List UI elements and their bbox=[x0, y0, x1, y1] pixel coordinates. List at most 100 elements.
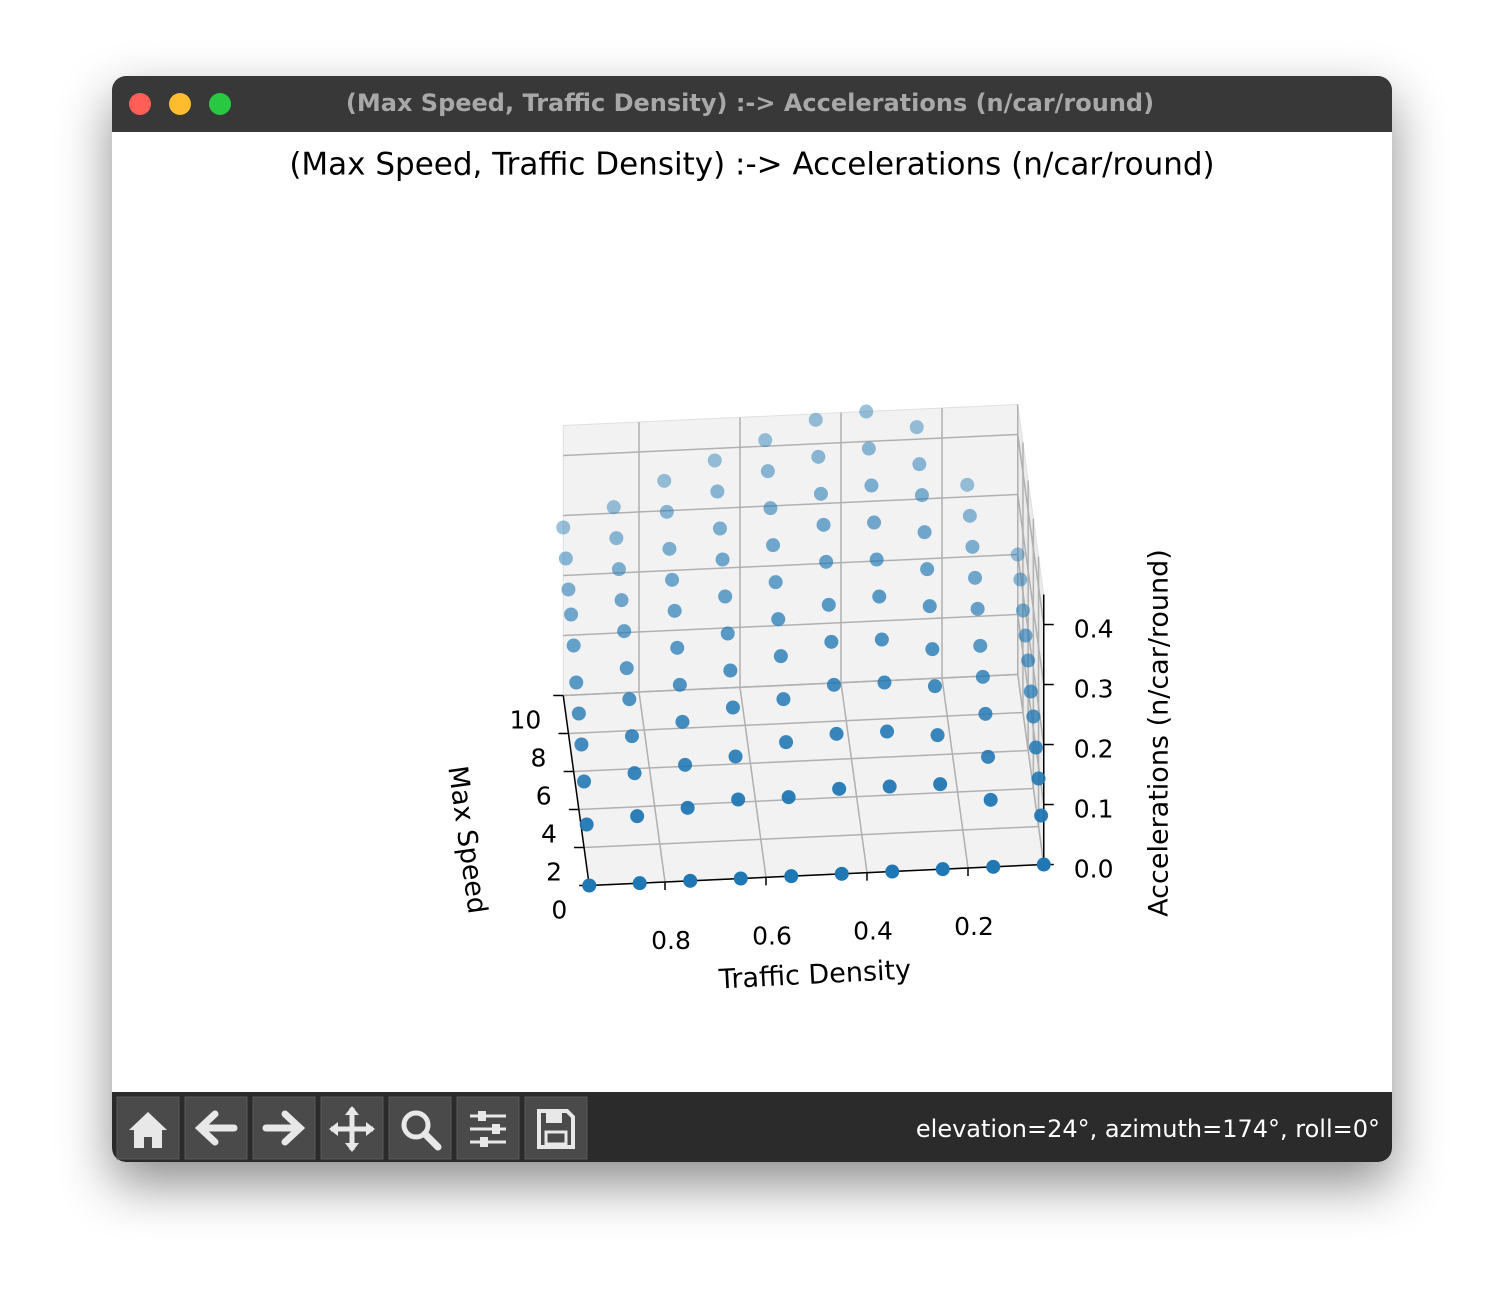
data-point bbox=[960, 477, 975, 492]
data-point bbox=[632, 876, 647, 891]
y-tick-label: 4 bbox=[541, 819, 557, 848]
data-point bbox=[723, 663, 738, 678]
data-point bbox=[909, 420, 924, 435]
grid-line bbox=[563, 613, 1018, 637]
data-point bbox=[758, 433, 773, 448]
grid-line bbox=[563, 433, 1018, 457]
save-button[interactable] bbox=[524, 1096, 588, 1160]
data-point bbox=[556, 520, 571, 535]
x-tick-label: 0.2 bbox=[954, 912, 994, 941]
data-point bbox=[766, 538, 781, 553]
data-point bbox=[609, 531, 624, 546]
status-text: elevation=24°, azimuth=174°, roll=0° bbox=[916, 1115, 1380, 1143]
data-point bbox=[627, 766, 642, 781]
data-point bbox=[986, 859, 1001, 874]
data-point bbox=[821, 597, 836, 612]
data-point bbox=[1026, 709, 1041, 724]
data-point bbox=[667, 603, 682, 618]
data-point bbox=[962, 508, 977, 523]
data-point bbox=[566, 638, 581, 653]
y-tick-label: 8 bbox=[531, 743, 547, 772]
data-point bbox=[1015, 603, 1030, 618]
data-point bbox=[707, 453, 722, 468]
data-point bbox=[731, 792, 746, 807]
data-point bbox=[662, 541, 677, 556]
data-point bbox=[564, 607, 579, 622]
grid-line bbox=[578, 787, 1034, 811]
data-point bbox=[978, 706, 993, 721]
zoom-button[interactable] bbox=[209, 93, 231, 115]
data-point bbox=[768, 575, 783, 590]
data-point bbox=[712, 521, 727, 536]
data-point bbox=[864, 478, 879, 493]
data-point bbox=[819, 554, 834, 569]
data-point bbox=[1010, 547, 1025, 562]
z-tick-label: 0.4 bbox=[1074, 615, 1114, 644]
zoom-tool-button[interactable] bbox=[388, 1096, 452, 1160]
x-tick-label: 0.8 bbox=[651, 926, 691, 955]
data-point bbox=[965, 539, 980, 554]
z-tick-label: 0.3 bbox=[1074, 675, 1114, 704]
close-button[interactable] bbox=[129, 93, 151, 115]
data-point bbox=[582, 878, 597, 893]
data-point bbox=[569, 675, 584, 690]
y-tick-label: 6 bbox=[536, 781, 552, 810]
data-point bbox=[1031, 771, 1046, 786]
data-point bbox=[1034, 808, 1049, 823]
data-point bbox=[720, 626, 735, 641]
data-point bbox=[983, 792, 998, 807]
plot-area: 0.2 0.4 0.6 0.8 0 2 4 6 8 10 0.0 0.1 0.2 0.3 0.4 bbox=[509, 404, 1114, 955]
data-point bbox=[606, 500, 621, 515]
data-point bbox=[680, 800, 695, 815]
data-point bbox=[930, 728, 945, 743]
x-tick-label: 0.6 bbox=[752, 921, 792, 950]
data-point bbox=[571, 706, 586, 721]
data-point bbox=[925, 642, 940, 657]
x-tick-label: 0.4 bbox=[853, 917, 893, 946]
data-point bbox=[1021, 653, 1036, 668]
data-point bbox=[718, 589, 733, 604]
minimize-button[interactable] bbox=[169, 93, 191, 115]
data-point bbox=[874, 632, 889, 647]
data-point bbox=[877, 675, 892, 690]
data-point bbox=[776, 692, 791, 707]
grid-line bbox=[568, 711, 1023, 735]
data-point bbox=[672, 677, 687, 692]
data-point bbox=[617, 624, 632, 639]
data-point bbox=[710, 484, 725, 499]
data-point bbox=[920, 562, 935, 577]
data-point bbox=[728, 749, 743, 764]
data-point bbox=[808, 412, 823, 427]
data-point bbox=[834, 866, 849, 881]
grid-line bbox=[563, 553, 1018, 577]
data-point bbox=[832, 781, 847, 796]
chart-title: (Max Speed, Traffic Density) :-> Acceler… bbox=[289, 147, 1214, 183]
data-point bbox=[670, 640, 685, 655]
data-point bbox=[968, 570, 983, 585]
data-point bbox=[614, 593, 629, 608]
data-point bbox=[624, 729, 639, 744]
data-point bbox=[1018, 628, 1033, 643]
grid-line bbox=[638, 691, 666, 883]
data-point bbox=[733, 871, 748, 886]
data-point bbox=[861, 441, 876, 456]
data-point bbox=[622, 692, 637, 707]
data-point bbox=[981, 749, 996, 764]
data-point bbox=[813, 486, 828, 501]
data-point bbox=[885, 864, 900, 879]
grid-line bbox=[941, 677, 969, 869]
data-point bbox=[665, 572, 680, 587]
data-point bbox=[917, 525, 932, 540]
data-point bbox=[829, 726, 844, 741]
data-point bbox=[771, 612, 786, 627]
data-point bbox=[811, 449, 826, 464]
grid-line bbox=[573, 749, 1029, 773]
grid-line bbox=[563, 673, 1018, 697]
data-point bbox=[880, 724, 895, 739]
y-tick-label: 10 bbox=[509, 705, 541, 734]
z-tick-label: 0.2 bbox=[1074, 735, 1114, 764]
data-point bbox=[630, 809, 645, 824]
data-point bbox=[558, 551, 573, 566]
x-axis-line bbox=[589, 863, 1044, 887]
data-point bbox=[763, 501, 778, 516]
